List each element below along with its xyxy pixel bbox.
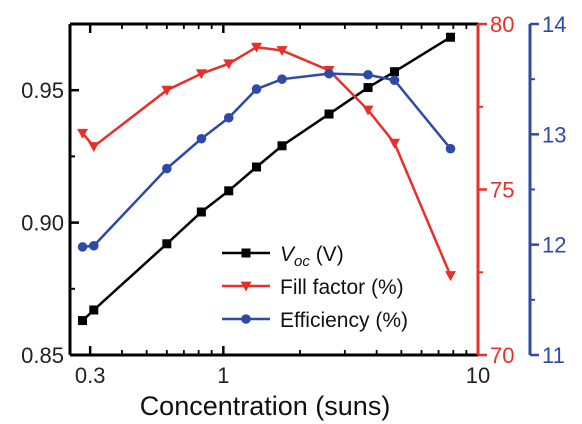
plot-frame xyxy=(68,22,478,357)
legend-marker xyxy=(241,314,251,324)
x-axis-title: Concentration (suns) xyxy=(140,391,391,421)
data-point xyxy=(445,271,457,282)
right-axis-1-tick-label: 75 xyxy=(490,178,514,203)
x-axis-tick-label: 1 xyxy=(217,363,229,388)
series-layer xyxy=(77,32,457,326)
left-axis-tick-label: 0.85 xyxy=(21,343,64,368)
data-point xyxy=(223,59,235,70)
legend-label-rest: (V) xyxy=(310,243,344,266)
left-axis-tick-label: 0.90 xyxy=(21,211,64,236)
data-point xyxy=(196,207,206,217)
data-point xyxy=(324,68,334,79)
data-point xyxy=(77,242,88,252)
series-3 xyxy=(77,68,456,252)
legend-item: Voc (V) xyxy=(222,243,344,270)
legend-marker xyxy=(240,281,252,292)
data-point xyxy=(388,138,400,149)
data-point xyxy=(363,83,373,93)
right-axis-2-tick-label: 14 xyxy=(542,12,566,37)
legend: Voc (V) Fill factor (%) Efficiency (%) xyxy=(222,243,408,332)
x-axis-tick-label: 0.3 xyxy=(75,363,106,388)
data-point xyxy=(389,67,399,77)
data-point xyxy=(324,109,334,119)
legend-label: Voc (V) xyxy=(280,243,344,270)
right-axis-2-tick-label: 11 xyxy=(542,343,565,368)
data-point xyxy=(195,69,207,80)
right-axis-1-tick-label: 70 xyxy=(490,343,514,368)
series-2 xyxy=(77,42,457,282)
legend-label: Fill factor (%) xyxy=(280,276,404,299)
x-axis-tick-label: 10 xyxy=(466,363,490,388)
data-point xyxy=(224,186,234,196)
data-point xyxy=(277,141,287,151)
legend-item: Fill factor (%) xyxy=(222,276,404,299)
data-point xyxy=(389,75,400,86)
data-point xyxy=(446,32,456,42)
data-point xyxy=(196,133,207,144)
legend-label: Efficiency (%) xyxy=(280,309,408,332)
data-point xyxy=(223,112,234,123)
right-axis-2-tick-label: 13 xyxy=(542,122,566,147)
data-point xyxy=(363,69,373,80)
data-point xyxy=(252,162,262,172)
data-point xyxy=(161,85,173,96)
right-axis-1-tick-label: 80 xyxy=(490,12,514,37)
data-point xyxy=(88,142,100,152)
right-axis-2-tick-label: 12 xyxy=(542,233,566,258)
data-point xyxy=(89,305,99,315)
data-point xyxy=(251,42,263,53)
data-point xyxy=(276,46,288,56)
data-point xyxy=(78,316,88,326)
left-axis-tick-label: 0.95 xyxy=(21,78,64,103)
data-point xyxy=(77,128,89,139)
series-1 xyxy=(78,32,456,326)
data-point xyxy=(445,143,456,154)
legend-label-sub: oc xyxy=(294,253,310,270)
legend-item: Efficiency (%) xyxy=(222,309,408,332)
data-point xyxy=(162,163,172,174)
legend-label-main: V xyxy=(280,243,296,266)
data-point xyxy=(162,239,172,249)
data-point xyxy=(88,240,99,251)
data-point xyxy=(251,84,262,94)
legend-marker xyxy=(241,248,251,258)
data-point xyxy=(277,74,287,84)
data-point xyxy=(362,105,374,116)
